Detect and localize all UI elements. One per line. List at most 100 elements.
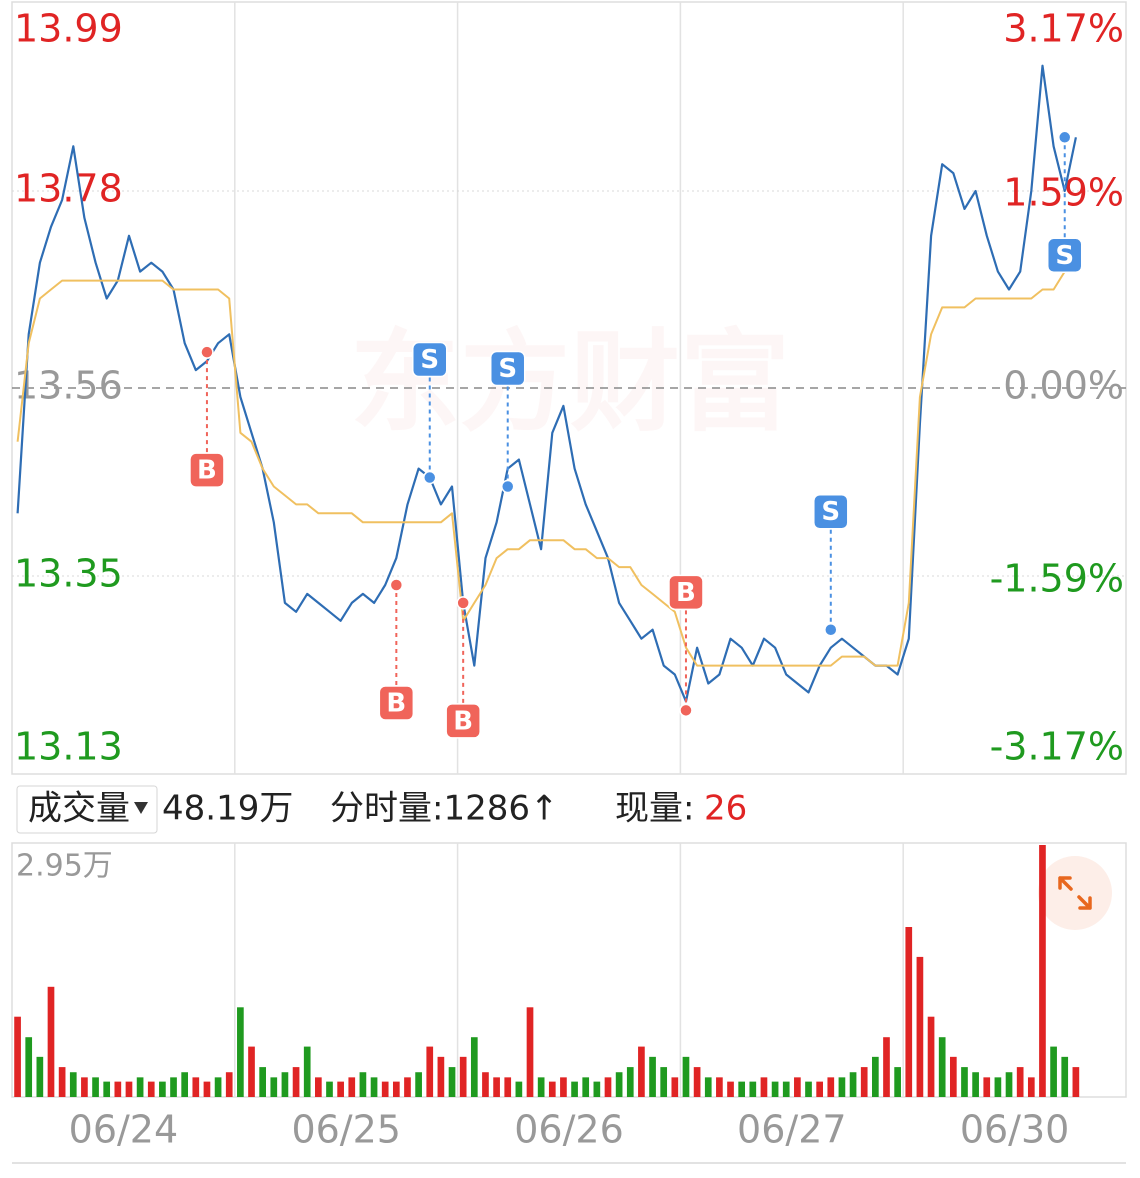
volume-bar: [359, 1072, 367, 1097]
marker-label: B: [197, 456, 217, 486]
marker-dot: [824, 622, 838, 637]
volume-bar: [716, 1077, 723, 1097]
volume-bar: [192, 1077, 200, 1097]
volume-bar: [25, 1037, 33, 1097]
marker-dot: [456, 596, 470, 610]
y-tick-label: 13.13: [14, 725, 123, 769]
volume-bar: [47, 986, 55, 1097]
marker-badge: [378, 685, 415, 721]
expand-bg[interactable]: [1038, 856, 1112, 930]
y2-tick-label: 3.17%: [1003, 7, 1124, 51]
volume-bar: [1016, 1067, 1024, 1097]
volume-bar: [994, 1077, 1002, 1097]
y2-tick-label: 0.00%: [1003, 364, 1124, 408]
volume-bar: [649, 1056, 656, 1097]
volume-bar: [281, 1072, 289, 1097]
marker-label: S: [1055, 241, 1074, 271]
volume-bar: [782, 1081, 790, 1097]
y-tick-label: 13.35: [14, 552, 123, 596]
volume-label[interactable]: 成交量: [28, 789, 130, 829]
y-tick-label: 13.56: [14, 364, 123, 408]
volume-bar: [448, 1067, 456, 1097]
volume-bar: [348, 1077, 356, 1097]
volume-bar: [259, 1067, 266, 1097]
volume-bar: [303, 1046, 311, 1097]
volume-bar: [426, 1046, 434, 1097]
volume-bar: [548, 1081, 556, 1097]
expand-icon[interactable]: [1058, 876, 1092, 910]
trade-marker: S: [1046, 130, 1083, 274]
volume-bar: [604, 1077, 612, 1097]
volume-bar: [682, 1056, 690, 1097]
trade-marker: B: [378, 578, 415, 721]
volume-bar: [225, 1072, 233, 1097]
current-volume: 26: [704, 789, 747, 829]
volume-bar: [1050, 1046, 1057, 1097]
price-line: [16, 64, 1077, 703]
marker-label: S: [420, 345, 439, 375]
expand-button[interactable]: [1038, 856, 1112, 930]
y-tick-label: 13.99: [14, 7, 123, 51]
volume-bar: [437, 1056, 445, 1097]
x-tick-label: 06/30: [960, 1108, 1070, 1152]
marker-label: B: [676, 578, 696, 608]
volume-bar: [125, 1081, 133, 1097]
volume-bar: [159, 1081, 166, 1097]
volume-bar: [927, 1016, 935, 1097]
volume-bar: [92, 1077, 99, 1097]
y2-tick-label: -1.59%: [990, 557, 1124, 601]
volume-bar: [771, 1081, 779, 1097]
marker-badge: [412, 341, 448, 378]
volume-bar: [593, 1081, 601, 1097]
volume-bar: [693, 1067, 701, 1097]
volume-bar: [404, 1077, 411, 1097]
volume-bar: [415, 1072, 422, 1097]
volume-bar: [805, 1081, 812, 1097]
trade-marker: B: [445, 596, 481, 739]
y-tick-label: 2.95万: [16, 849, 113, 884]
marker-dot: [200, 345, 214, 359]
volume-bar: [58, 1067, 66, 1097]
volume-bar: [381, 1081, 389, 1097]
volume-bar: [671, 1077, 679, 1097]
volume-bar: [1039, 845, 1046, 1097]
volume-selector[interactable]: [16, 785, 158, 834]
volume-bar: [459, 1056, 467, 1097]
volume-bar: [872, 1056, 879, 1097]
volume-bar: [14, 1016, 21, 1097]
volume-bar: [894, 1067, 901, 1097]
volume-bar: [749, 1081, 757, 1097]
volume-bar: [526, 1007, 534, 1097]
volume-bar: [1005, 1072, 1013, 1097]
volume-bar: [916, 956, 924, 1097]
average-line: [16, 261, 1077, 667]
volume-bar: [860, 1067, 868, 1097]
marker-dot: [500, 479, 515, 494]
volume-bar: [537, 1077, 545, 1097]
volume-bar: [214, 1077, 222, 1097]
volume-bar: [571, 1081, 578, 1097]
dropdown-arrow[interactable]: [134, 802, 148, 814]
volume-bar: [582, 1077, 590, 1097]
volume-bar: [493, 1077, 500, 1097]
marker-badge: [1046, 237, 1083, 274]
x-tick-label: 06/27: [737, 1108, 847, 1152]
volume-bar: [883, 1037, 890, 1097]
volume-bar: [949, 1056, 957, 1097]
volume-bar: [326, 1081, 333, 1097]
y2-tick-label: 1.59%: [1003, 170, 1124, 214]
volume-bar: [626, 1067, 634, 1097]
volume-bar: [905, 927, 913, 1097]
marker-label: B: [453, 706, 473, 736]
volume-bar: [81, 1077, 88, 1097]
volume-bar: [727, 1081, 734, 1097]
volume-bar: [36, 1056, 44, 1097]
volume-bar: [337, 1081, 344, 1097]
marker-label: S: [498, 354, 517, 384]
volume-bar: [760, 1077, 768, 1097]
volume-bar: [103, 1081, 111, 1097]
marker-label: S: [821, 497, 840, 527]
marker-badge: [813, 493, 849, 530]
volume-bar: [69, 1072, 77, 1097]
marker-dot: [389, 578, 404, 592]
